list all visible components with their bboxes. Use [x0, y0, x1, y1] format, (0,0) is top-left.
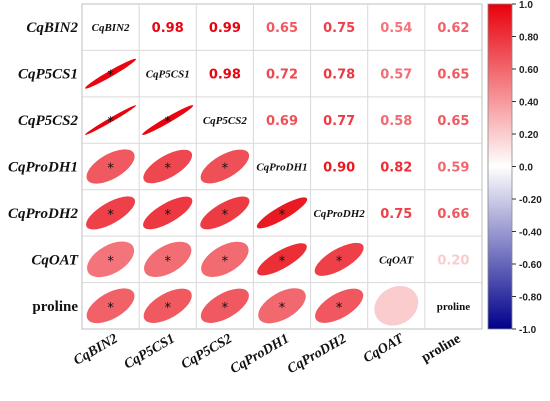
colorbar-tick-label: -0.40	[519, 228, 542, 239]
correlation-value: 0.59	[437, 161, 469, 176]
correlation-ellipse	[85, 58, 137, 89]
column-label: CqP5CS2	[179, 331, 235, 372]
significance-star: *	[164, 162, 171, 177]
correlation-value: 0.75	[323, 21, 355, 36]
significance-star: *	[107, 301, 114, 316]
colorbar-tick-label: -1.0	[519, 325, 537, 336]
correlation-value: 0.65	[266, 21, 298, 36]
significance-star: *	[279, 208, 286, 223]
diagonal-label: CqProDH2	[313, 208, 365, 220]
correlation-ellipse	[314, 242, 364, 276]
significance-star: *	[164, 301, 171, 316]
correlation-ellipse	[86, 196, 136, 230]
column-label: CqP5CS1	[122, 331, 178, 372]
colorbar-tick-label: 0.60	[519, 65, 539, 76]
diagonal-label: proline	[437, 301, 471, 313]
colorbar-tick-label: -0.20	[519, 195, 542, 206]
diagonal-label: CqBIN2	[92, 22, 130, 34]
correlation-ellipse	[315, 288, 364, 323]
correlation-ellipse	[86, 149, 135, 184]
colorbar-tick-label: 0.80	[519, 33, 539, 44]
correlation-value: 0.82	[380, 161, 412, 176]
significance-star: *	[222, 301, 229, 316]
correlation-value: 0.65	[437, 68, 469, 83]
diagonal-label: CqProDH1	[256, 162, 307, 174]
correlation-value: 0.98	[209, 68, 241, 83]
correlation-value: 0.58	[380, 114, 412, 129]
column-label: proline	[419, 331, 463, 365]
correlation-ellipse	[143, 196, 193, 230]
significance-star: *	[107, 115, 114, 130]
correlation-value: 0.77	[323, 114, 355, 129]
significance-star: *	[336, 301, 343, 316]
column-label: CqBIN2	[71, 331, 120, 368]
significance-star: *	[222, 162, 229, 177]
row-label: CqOAT	[31, 252, 79, 268]
diagonal-label: CqP5CS2	[203, 115, 248, 127]
correlation-value: 0.62	[437, 21, 469, 36]
correlation-value: 0.78	[323, 68, 355, 83]
correlation-ellipse	[87, 241, 135, 278]
significance-star: *	[107, 69, 114, 84]
correlation-ellipse	[200, 196, 250, 230]
colorbar-tick-label: 0.40	[519, 98, 539, 109]
correlation-ellipse	[374, 285, 419, 326]
correlation-value: 0.54	[380, 21, 412, 36]
correlation-value: 0.57	[380, 68, 412, 83]
correlation-ellipse	[144, 241, 192, 278]
colorbar-tick-label: -0.60	[519, 260, 542, 271]
significance-star: *	[164, 115, 171, 130]
colorbar	[487, 3, 513, 330]
correlation-value: 0.99	[209, 21, 241, 36]
correlation-value: 0.66	[437, 207, 469, 222]
row-label: CqProDH2	[8, 206, 79, 222]
row-label: CqBIN2	[26, 20, 78, 36]
correlation-value: 0.72	[266, 68, 298, 83]
significance-star: *	[222, 208, 229, 223]
correlation-ellipse	[143, 149, 193, 184]
row-label: proline	[32, 299, 78, 315]
grid-border	[81, 3, 483, 330]
significance-star: *	[164, 208, 171, 223]
correlation-ellipse	[200, 149, 250, 184]
correlation-ellipse	[86, 288, 135, 324]
correlation-ellipse	[142, 105, 194, 135]
correlation-value: 0.75	[380, 207, 412, 222]
row-label: CqP5CS1	[18, 67, 78, 83]
significance-star: *	[107, 208, 114, 223]
significance-star: *	[336, 254, 343, 269]
correlation-ellipse	[256, 197, 308, 229]
column-label: CqProDH1	[228, 331, 292, 377]
significance-star: *	[107, 254, 114, 269]
significance-star: *	[222, 254, 229, 269]
correlation-ellipse	[200, 288, 249, 323]
correlation-value: 0.20	[437, 253, 469, 268]
significance-star: *	[107, 162, 114, 177]
diagonal-label: CqP5CS1	[146, 69, 190, 81]
colorbar-tick-label: 0.0	[519, 163, 533, 174]
colorbar-tick-label: 0.20	[519, 130, 539, 141]
correlation-ellipse	[258, 288, 306, 324]
correlation-ellipse	[143, 288, 192, 323]
correlation-value: 0.90	[323, 161, 355, 176]
correlation-value: 0.98	[152, 21, 184, 36]
diagonal-label: CqOAT	[379, 254, 415, 266]
correlation-ellipse	[201, 241, 249, 277]
row-label: CqProDH1	[8, 160, 78, 176]
significance-star: *	[164, 254, 171, 269]
colorbar-tick-label: -0.80	[519, 293, 542, 304]
column-label: CqProDH2	[285, 331, 349, 377]
correlation-ellipse	[257, 243, 307, 276]
colorbar-tick-label: 1.0	[519, 0, 533, 11]
significance-star: *	[279, 254, 286, 269]
correlation-ellipse	[85, 105, 137, 135]
correlation-value: 0.65	[437, 114, 469, 129]
correlation-value: 0.69	[266, 114, 298, 129]
row-label: CqP5CS2	[18, 113, 79, 129]
column-label: CqOAT	[361, 331, 407, 366]
significance-star: *	[279, 301, 286, 316]
